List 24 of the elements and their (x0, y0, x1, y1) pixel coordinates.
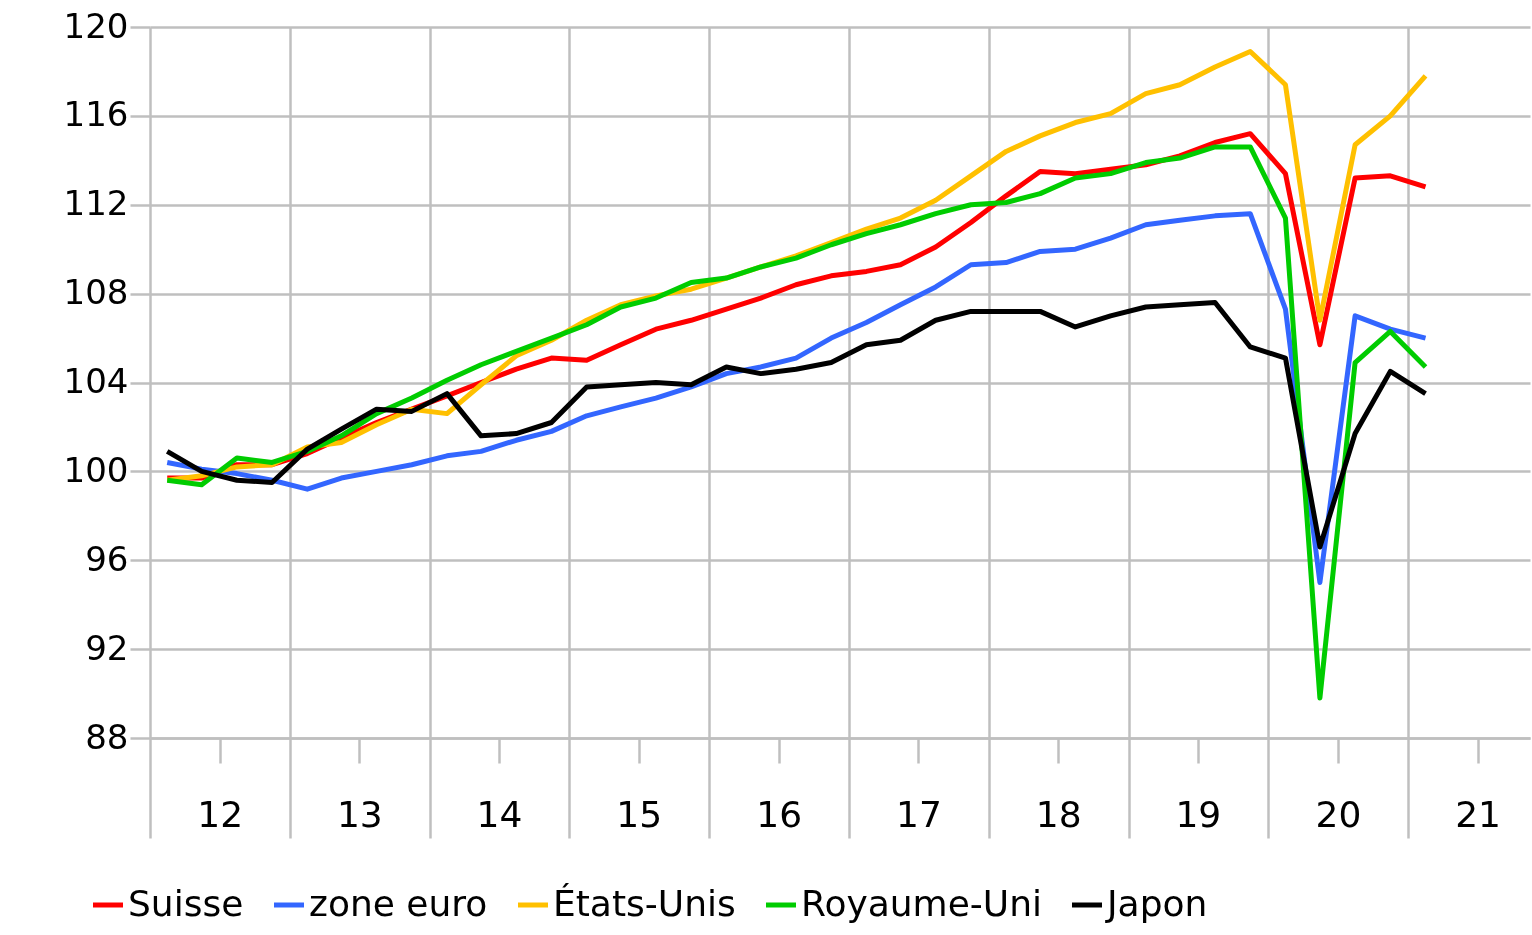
legend-label: Royaume-Uni (801, 883, 1042, 924)
y-tick-label: 92 (85, 627, 129, 668)
x-tick-label: 12 (197, 793, 244, 835)
legend-label: zone euro (309, 883, 488, 924)
x-tick-label: 19 (1175, 793, 1222, 835)
x-tick-label: 17 (896, 793, 942, 835)
x-tick-label: 15 (616, 793, 663, 835)
legend-label: Suisse (128, 883, 244, 924)
y-tick-label: 108 (63, 272, 129, 313)
y-tick-label: 116 (63, 94, 129, 135)
x-tick-label: 20 (1315, 793, 1362, 835)
y-tick-label: 120 (63, 5, 129, 46)
legend-label: Japon (1105, 883, 1208, 924)
y-tick-label: 104 (63, 361, 129, 401)
x-tick-label: 14 (476, 793, 523, 835)
y-tick-label: 96 (85, 538, 129, 579)
y-tick-label: 88 (85, 716, 129, 757)
x-tick-label: 18 (1035, 793, 1082, 835)
y-tick-label: 100 (63, 449, 129, 490)
legend-label: États-Unis (553, 883, 736, 924)
x-tick-label: 16 (756, 793, 803, 835)
x-tick-label: 13 (336, 793, 383, 835)
x-tick-label: 21 (1455, 793, 1501, 835)
y-tick-label: 112 (63, 183, 129, 224)
